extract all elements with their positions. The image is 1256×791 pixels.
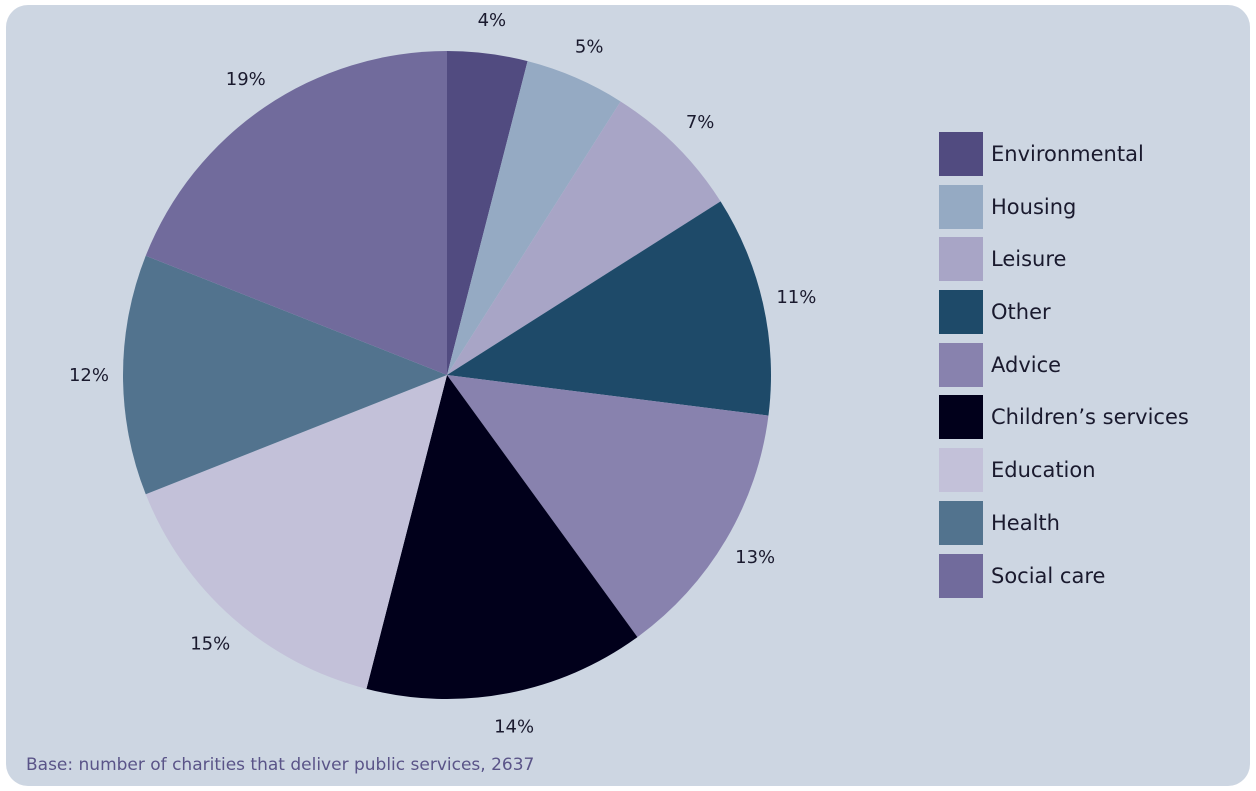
pie-slice-2 [447,101,721,376]
slice-label-0: 4% [478,10,507,31]
base-note: Base: number of charities that deliver p… [26,755,535,775]
legend-swatch [939,342,983,387]
legend-swatch [939,500,983,545]
legend-label: Social care [991,563,1106,588]
slice-label-3: 11% [776,287,816,308]
legend-label: Advice [991,352,1062,377]
legend-swatch [939,132,983,176]
legend-label: Leisure [991,247,1067,272]
pie-slice-4 [447,375,769,638]
legend-label: Children’s services [991,405,1189,430]
slice-label-2: 7% [686,112,715,133]
pie-slice-7 [123,255,447,495]
pie-slice-0 [447,51,528,375]
legend-label: Environmental [991,142,1144,166]
legend-swatch [939,290,983,335]
pie-slice-6 [145,375,447,689]
slice-label-1: 5% [575,36,604,57]
pie-slices [123,51,772,699]
slice-label-5: 14% [494,717,534,738]
legend-label: Housing [991,194,1077,219]
pie-slice-5 [366,375,638,699]
slice-label-4: 13% [735,547,775,568]
slice-label-7: 12% [69,365,109,386]
pie-slice-8 [145,51,447,375]
legend-label: Education [991,458,1096,483]
legend-swatch [939,395,983,440]
legend-swatch [939,553,983,598]
pie-labels: 4% 5% 7% 11% 13% 14% 15% 12% 19% [69,10,816,738]
chart-panel: 4% 5% 7% 11% 13% 14% 15% 12% 19% Environmental Ho… [6,5,1250,786]
legend-swatch [939,237,983,282]
legend-label: Health [991,510,1060,535]
pie-chart: 4% 5% 7% 11% 13% 14% 15% 12% 19% [69,10,816,738]
legend-label: Other [991,300,1051,325]
slice-label-6: 15% [190,634,230,655]
legend-swatch [939,184,983,229]
slice-label-8: 19% [226,69,266,90]
pie-slice-1 [447,61,621,376]
pie-slice-3 [447,201,772,416]
legend-swatch [939,448,983,493]
